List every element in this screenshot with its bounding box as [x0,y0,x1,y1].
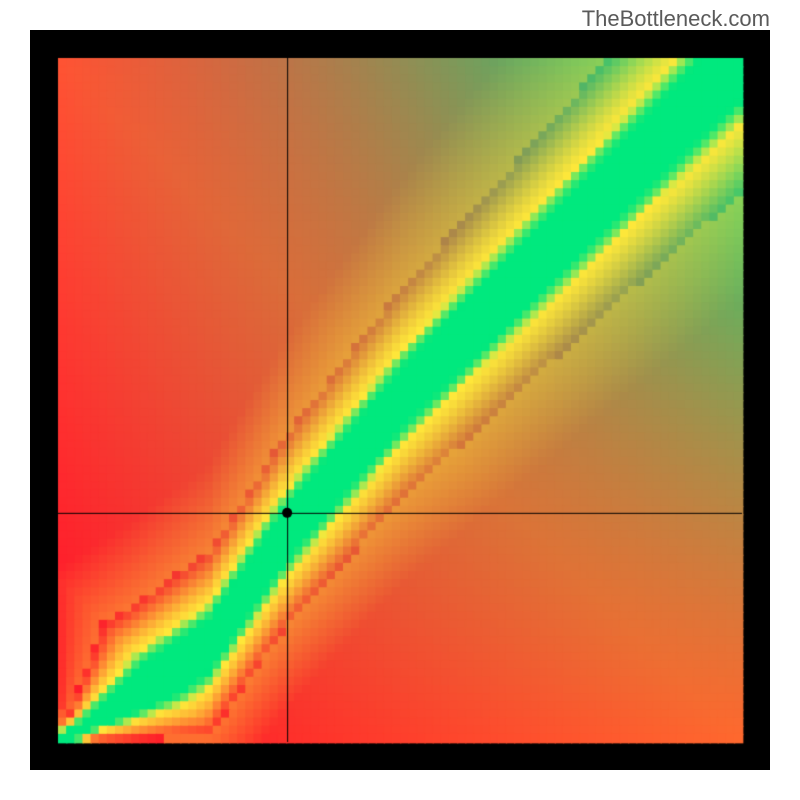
chart-wrapper: TheBottleneck.com [0,0,800,800]
chart-black-frame [30,30,770,770]
watermark-text: TheBottleneck.com [582,6,770,32]
heatmap-canvas [30,30,770,770]
